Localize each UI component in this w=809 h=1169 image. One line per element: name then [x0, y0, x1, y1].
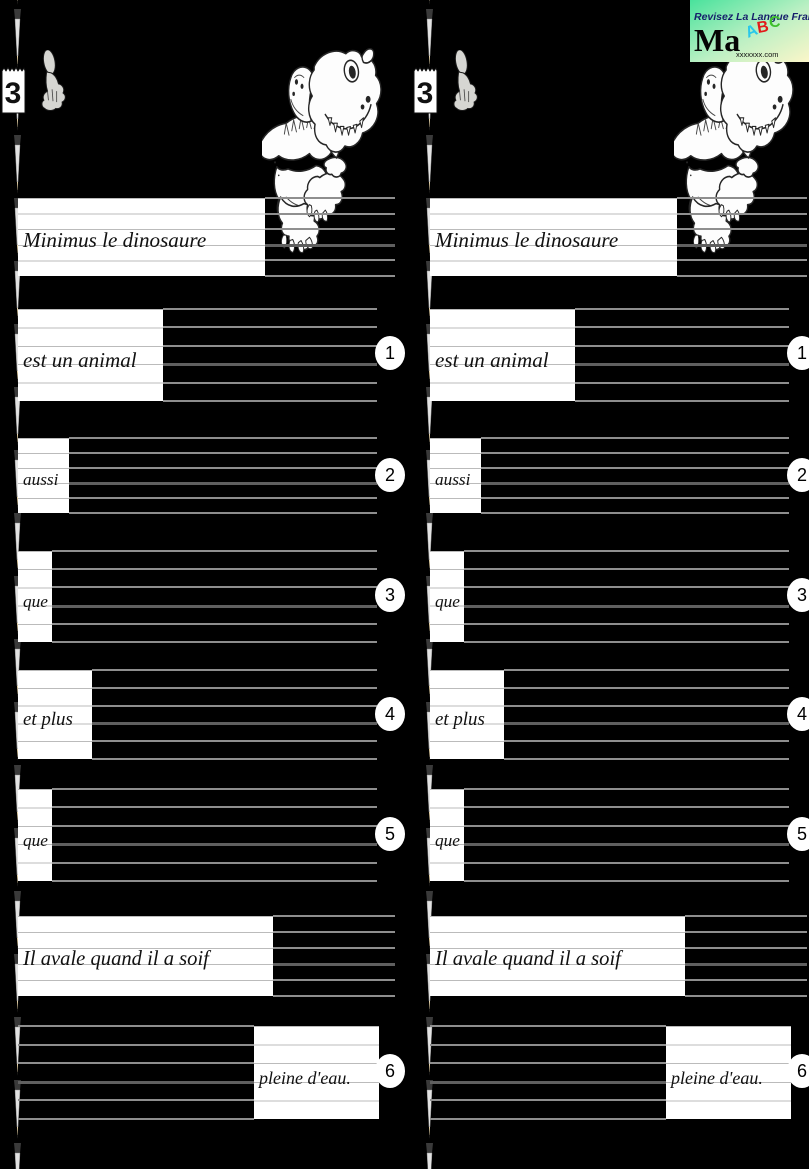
svg-text:xxxxxxx.com: xxxxxxx.com [736, 50, 779, 59]
svg-text:3: 3 [417, 77, 434, 110]
svg-text:Ma: Ma [694, 22, 740, 58]
svg-text:C: C [769, 14, 781, 31]
svg-text:3: 3 [5, 77, 22, 110]
